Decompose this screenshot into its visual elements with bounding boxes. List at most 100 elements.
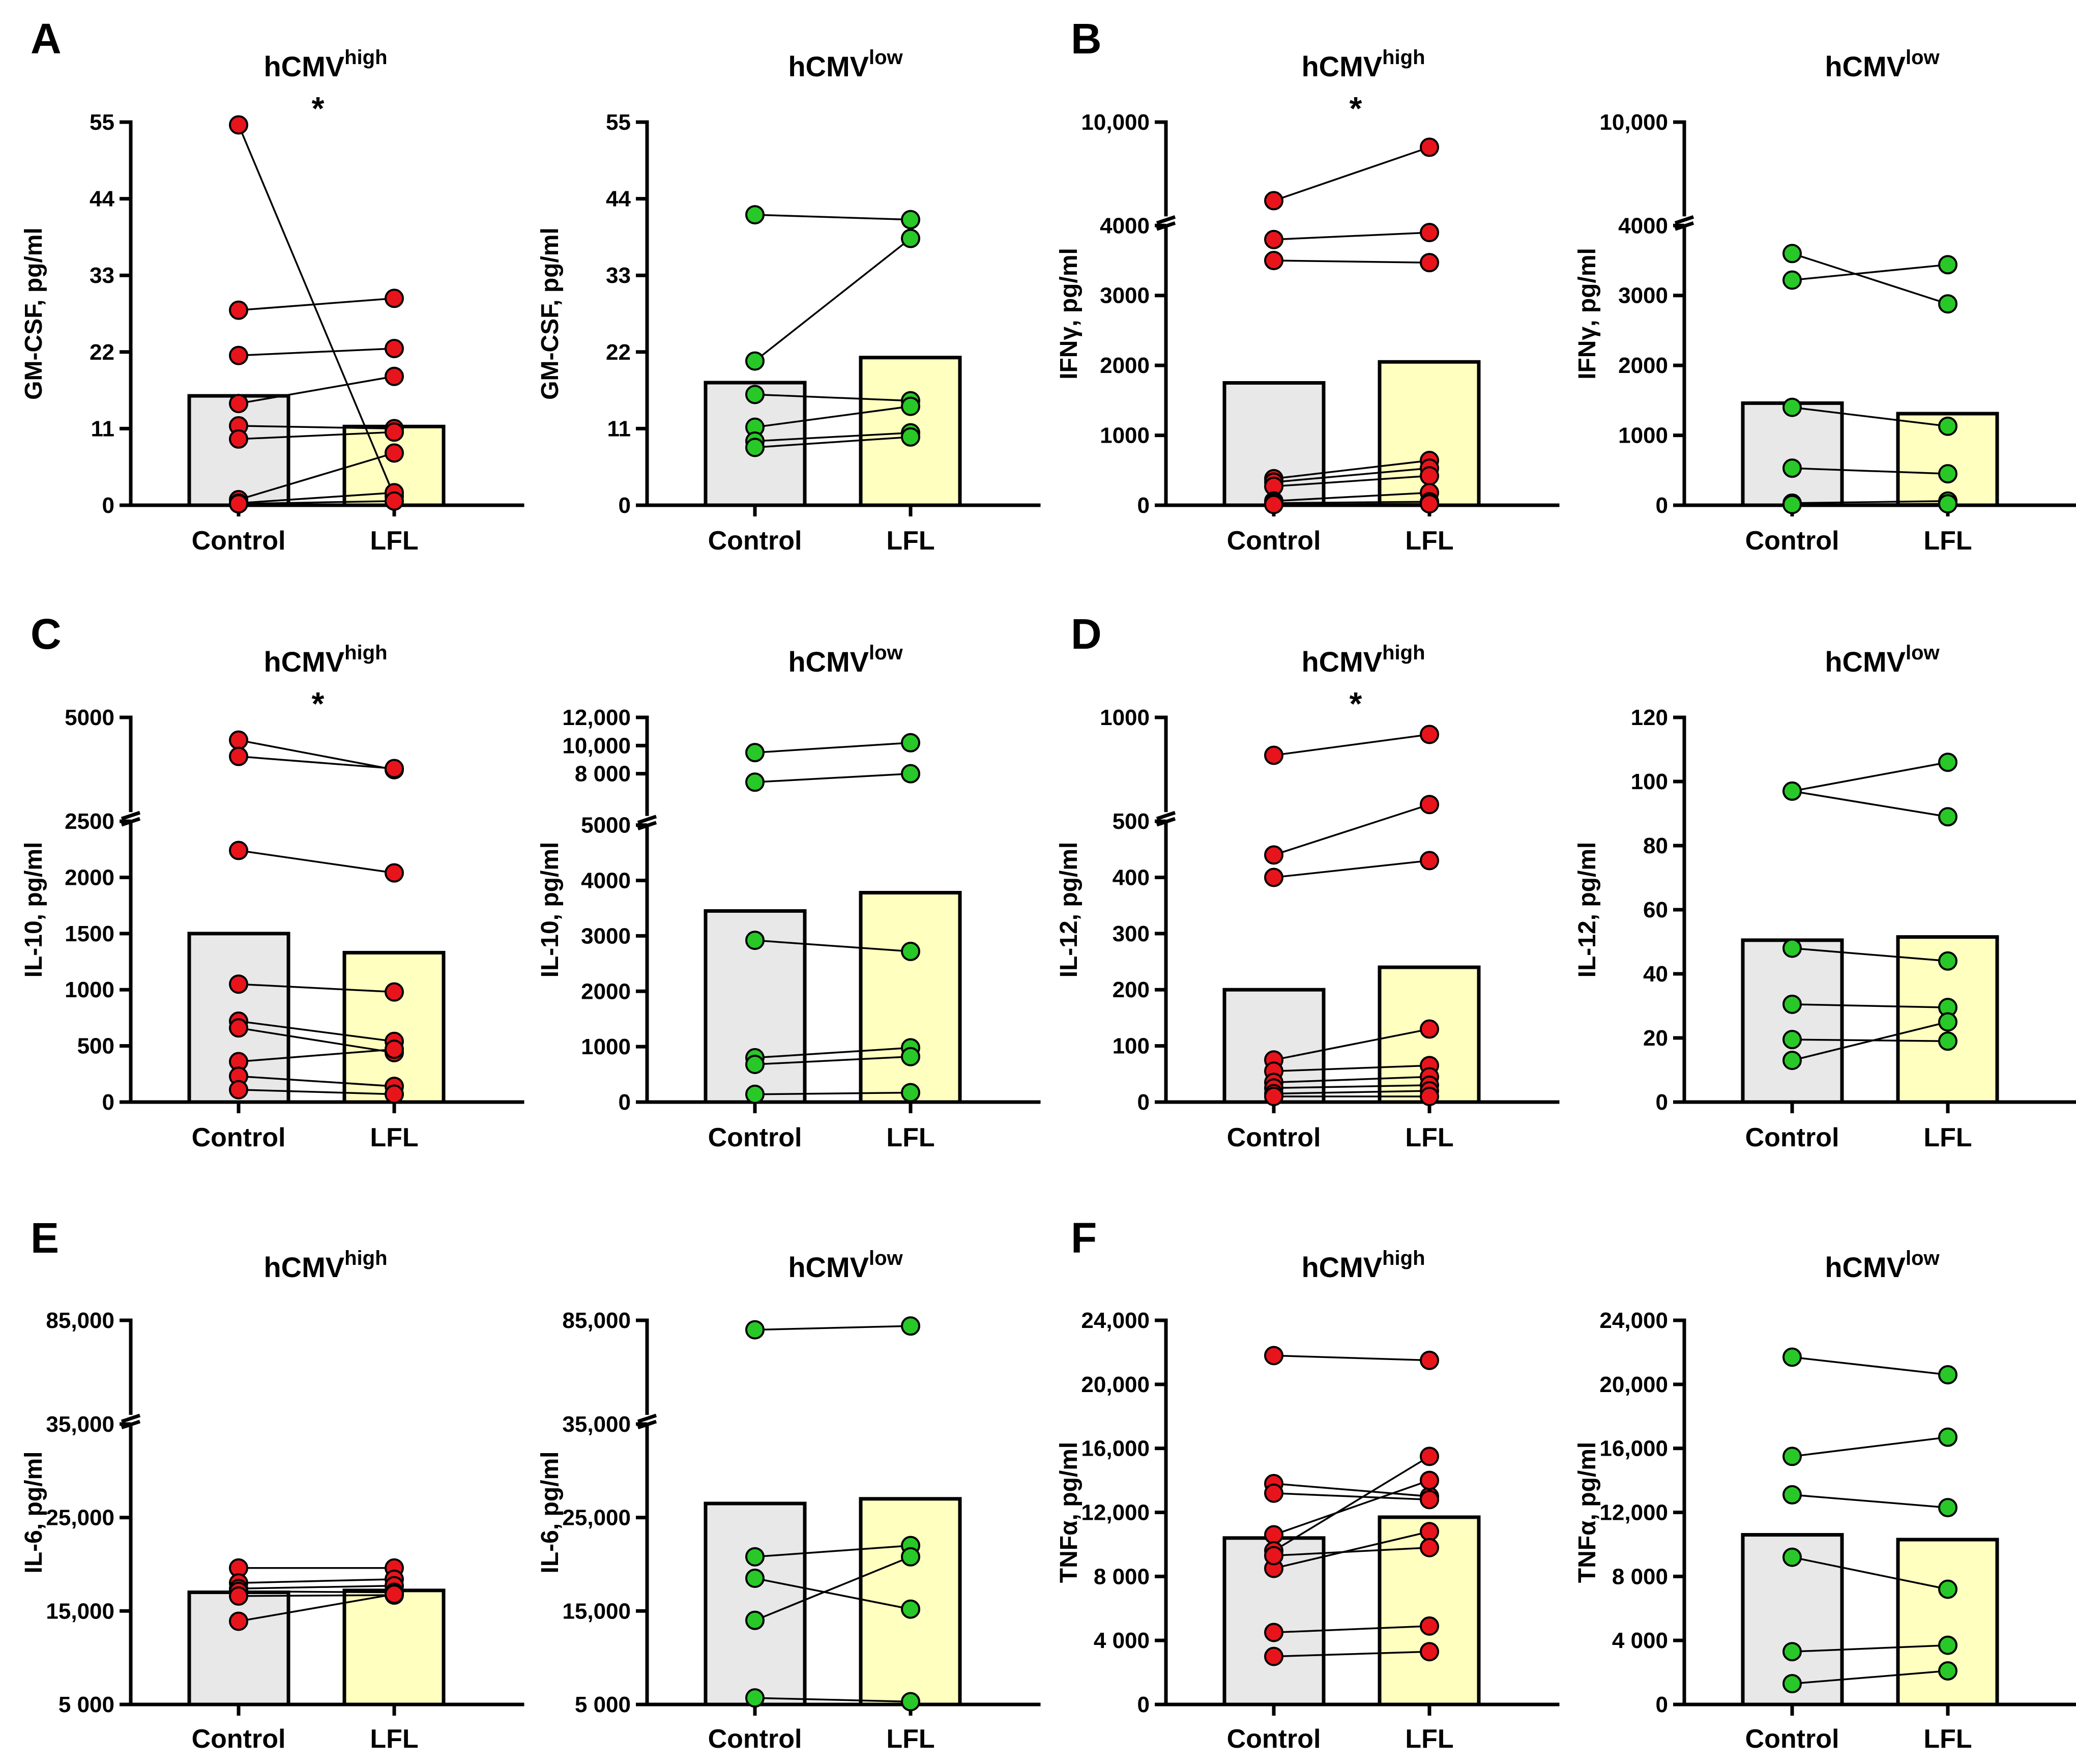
data-point-control — [229, 730, 248, 750]
x-tick-label-control: Control — [192, 526, 286, 556]
y-tick-label: 100 — [1631, 769, 1668, 794]
paired-line — [1792, 252, 1948, 305]
x-tick-label-control: Control — [1745, 1724, 1839, 1754]
panel-letter-D: D — [1071, 610, 1102, 658]
data-point-control — [1264, 1346, 1283, 1366]
data-point-lfl — [1420, 223, 1439, 243]
data-point-lfl — [1420, 1522, 1439, 1542]
data-point-control — [1782, 458, 1802, 478]
panel-D-high: 0 100 200 300 400 500 1000 Control LFL IL-12, pg/… — [1056, 610, 1560, 1152]
data-point-lfl — [1938, 294, 1957, 314]
data-point-lfl — [901, 1083, 920, 1103]
y-tick-label: 24,000 — [1081, 1308, 1150, 1333]
paired-line — [754, 1556, 911, 1622]
panel-B-high: 0 1000 2000 3000 4000 10,000 Control LFL IFNγ, p… — [1056, 15, 1560, 556]
paired-line — [1792, 1644, 1948, 1653]
panel-C-high: 0 500 1000 1500 2000 2500 5000 Control LFL IL-10,… — [20, 610, 524, 1152]
x-tick-label-control: Control — [1227, 526, 1321, 556]
paired-line — [238, 755, 395, 770]
y-tick-label: 1000 — [65, 977, 114, 1002]
data-point-lfl — [1420, 795, 1439, 815]
x-tick-label-control: Control — [1745, 1123, 1839, 1152]
data-point-lfl — [1938, 1365, 1957, 1384]
data-point-control — [1264, 1525, 1283, 1545]
paired-line — [238, 1088, 395, 1095]
y-tick-label: 0 — [1137, 1692, 1150, 1717]
data-point-control — [1264, 1623, 1283, 1642]
y-tick-label: 12,000 — [562, 705, 631, 730]
data-point-control — [1264, 229, 1283, 249]
axis-break-mark — [121, 1413, 141, 1424]
paired-line — [1792, 500, 1948, 504]
y-tick-label: 8 000 — [575, 762, 631, 787]
data-point-lfl — [385, 491, 404, 511]
y-tick-label: 5000 — [581, 813, 631, 838]
paired-line — [754, 1544, 911, 1558]
data-point-lfl — [1938, 1635, 1957, 1655]
x-tick-label-lfl: LFL — [886, 1123, 934, 1152]
y-axis-label: IL-12, pg/ml — [1056, 842, 1083, 978]
paired-line — [1792, 1021, 1948, 1061]
y-tick-label: 55 — [90, 110, 114, 135]
paired-line — [754, 431, 911, 442]
data-point-control — [229, 1080, 248, 1100]
data-point-lfl — [901, 941, 920, 961]
x-tick-label-lfl: LFL — [1405, 526, 1453, 556]
y-tick-label: 12,000 — [1599, 1500, 1668, 1525]
paired-line — [1273, 501, 1430, 504]
y-tick-label: 20,000 — [1081, 1372, 1150, 1397]
panel-B-low: 0 1000 2000 3000 4000 10,000 Control LFL IFNγ, p… — [1574, 46, 2076, 556]
data-point-control — [229, 841, 248, 860]
data-point-lfl — [1938, 255, 1957, 275]
data-point-control — [229, 494, 248, 514]
x-tick-label-control: Control — [708, 1724, 802, 1754]
data-point-lfl — [901, 228, 920, 248]
data-point-lfl — [385, 982, 404, 1002]
paired-line — [1273, 1064, 1430, 1073]
paired-line — [754, 772, 911, 784]
panel-E-low: 5 000 15,000 25,000 35,000 85,000 Control LFL I… — [537, 1247, 1041, 1754]
y-tick-label: 4000 — [1100, 213, 1150, 238]
y-tick-label: 25,000 — [46, 1506, 114, 1530]
data-point-lfl — [1420, 137, 1439, 157]
paired-line — [238, 1594, 395, 1597]
data-point-control — [745, 1054, 765, 1074]
data-point-lfl — [1938, 1012, 1957, 1032]
y-tick-label: 5 000 — [59, 1692, 114, 1717]
paired-line — [238, 1593, 395, 1623]
data-point-lfl — [1420, 253, 1439, 273]
y-tick-label: 3000 — [1100, 283, 1150, 308]
panel-F-low: 0 4 000 8 000 12,000 16,000 20,000 24,000 Contr… — [1574, 1247, 2076, 1754]
data-point-control — [745, 1547, 765, 1567]
y-tick-label: 40 — [1643, 962, 1668, 987]
x-tick-label-control: Control — [1227, 1724, 1321, 1754]
y-tick-label: 100 — [1113, 1034, 1150, 1059]
paired-line — [1273, 475, 1430, 487]
y-tick-label: 3000 — [581, 923, 631, 948]
data-point-lfl — [1938, 1579, 1957, 1599]
data-point-control — [1782, 781, 1802, 801]
panel-E-high: 5 000 15,000 25,000 35,000 85,000 Control LFL I… — [20, 1214, 524, 1754]
data-point-lfl — [1938, 416, 1957, 436]
y-tick-label: 33 — [90, 263, 114, 288]
paired-line — [754, 939, 911, 952]
y-tick-label: 15,000 — [562, 1599, 631, 1624]
paired-line — [238, 1027, 395, 1054]
paired-line — [238, 452, 395, 501]
data-point-control — [1782, 397, 1802, 417]
data-point-lfl — [1420, 1538, 1439, 1557]
data-point-lfl — [385, 288, 404, 308]
paired-line — [238, 1075, 395, 1087]
data-point-lfl — [385, 443, 404, 463]
y-tick-label: 44 — [606, 187, 631, 212]
panel-letter-F: F — [1071, 1214, 1097, 1262]
panel-title: hCMVhigh — [264, 642, 387, 678]
paired-line — [754, 1055, 911, 1065]
y-tick-label: 4000 — [581, 869, 631, 893]
y-tick-label: 10,000 — [1081, 110, 1150, 135]
data-point-control — [1264, 845, 1283, 865]
data-point-control — [1264, 1646, 1283, 1666]
paired-line — [1273, 146, 1430, 202]
paired-line — [1273, 1354, 1430, 1362]
data-point-lfl — [901, 1047, 920, 1066]
